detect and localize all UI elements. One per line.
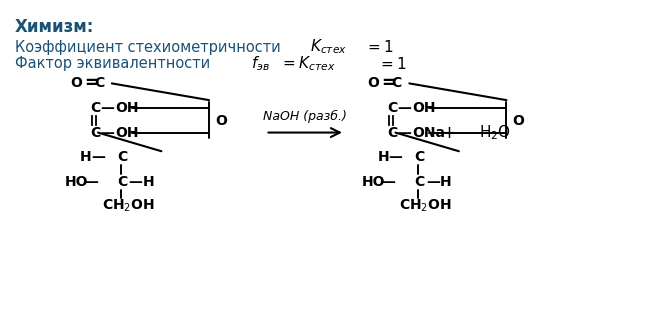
Text: —: —: [91, 150, 105, 164]
Text: H$_2$O: H$_2$O: [479, 123, 511, 142]
Text: $= 1$: $= 1$: [365, 39, 394, 55]
Text: O: O: [70, 77, 82, 90]
Text: OH: OH: [115, 101, 138, 115]
Text: —: —: [398, 101, 411, 115]
Text: C: C: [414, 150, 424, 164]
Text: HO: HO: [64, 175, 88, 189]
Text: $= K_{\mathit{стех}}$: $= K_{\mathit{стех}}$: [281, 54, 336, 73]
Text: =: =: [381, 74, 396, 92]
Text: C: C: [414, 175, 424, 189]
Text: —: —: [426, 175, 440, 189]
Text: C: C: [117, 175, 127, 189]
Text: HO: HO: [362, 175, 385, 189]
Text: =: =: [84, 74, 98, 92]
Text: C: C: [94, 77, 104, 90]
Text: C: C: [392, 77, 402, 90]
Text: CH$_2$OH: CH$_2$OH: [400, 198, 452, 214]
Text: —: —: [388, 150, 402, 164]
Text: Коэффициент стехиометричности: Коэффициент стехиометричности: [14, 40, 281, 54]
Text: —: —: [100, 101, 114, 115]
Text: C: C: [90, 125, 100, 140]
Text: —: —: [398, 125, 411, 140]
Text: —: —: [100, 125, 114, 140]
Text: H: H: [80, 150, 92, 164]
Text: CH$_2$OH: CH$_2$OH: [102, 198, 154, 214]
Text: NaOH (разб.): NaOH (разб.): [264, 110, 347, 123]
Text: H: H: [143, 175, 154, 189]
Text: H: H: [440, 175, 452, 189]
Text: C: C: [387, 101, 398, 115]
Text: —: —: [84, 175, 98, 189]
Text: H: H: [377, 150, 389, 164]
Text: C: C: [90, 101, 100, 115]
Text: O: O: [215, 114, 227, 128]
Text: $K_{\mathit{стех}}$: $K_{\mathit{стех}}$: [310, 38, 347, 56]
Text: —: —: [129, 175, 143, 189]
Text: —: —: [381, 175, 396, 189]
Text: OH: OH: [115, 125, 138, 140]
Text: O: O: [513, 114, 525, 128]
Text: ONa: ONa: [412, 125, 445, 140]
Text: $= 1$: $= 1$: [377, 56, 407, 72]
Text: C: C: [117, 150, 127, 164]
Text: Химизм:: Химизм:: [14, 17, 94, 36]
Text: O: O: [368, 77, 379, 90]
Text: +: +: [441, 123, 456, 142]
Text: C: C: [387, 125, 398, 140]
Text: $f_{\mathit{эв}}$: $f_{\mathit{эв}}$: [250, 54, 269, 73]
Text: OH: OH: [412, 101, 436, 115]
Text: Фактор эквивалентности: Фактор эквивалентности: [14, 56, 210, 71]
